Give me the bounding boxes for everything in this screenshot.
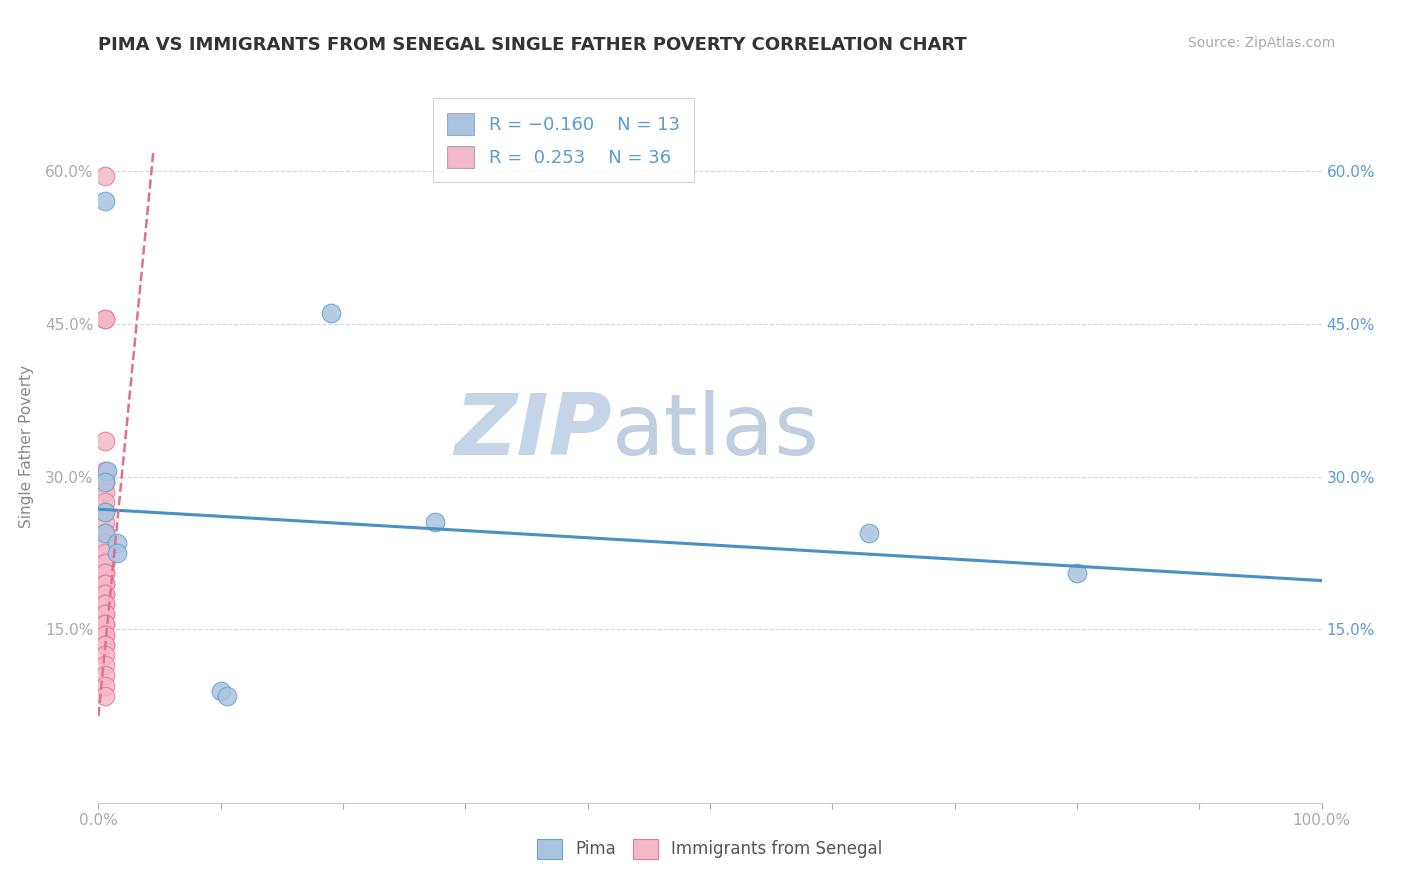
- Point: [93, 658, 115, 673]
- Point: [93, 505, 115, 519]
- Point: [93, 311, 115, 326]
- Point: [93, 587, 115, 601]
- Point: [93, 576, 115, 591]
- Point: [209, 683, 232, 698]
- Point: [1066, 566, 1088, 581]
- Point: [93, 617, 115, 632]
- Point: [105, 546, 128, 560]
- Point: [93, 668, 115, 682]
- Point: [93, 576, 115, 591]
- Point: [93, 627, 115, 641]
- Point: [93, 516, 115, 530]
- Point: [215, 689, 238, 703]
- Point: [93, 617, 115, 632]
- Text: Source: ZipAtlas.com: Source: ZipAtlas.com: [1188, 36, 1336, 50]
- Point: [93, 607, 115, 622]
- Point: [93, 566, 115, 581]
- Point: [105, 536, 128, 550]
- Point: [93, 495, 115, 509]
- Point: [93, 638, 115, 652]
- Point: [93, 597, 115, 611]
- Point: [93, 627, 115, 641]
- Point: [93, 679, 115, 693]
- Text: PIMA VS IMMIGRANTS FROM SENEGAL SINGLE FATHER POVERTY CORRELATION CHART: PIMA VS IMMIGRANTS FROM SENEGAL SINGLE F…: [98, 36, 967, 54]
- Point: [93, 525, 115, 540]
- Point: [93, 566, 115, 581]
- Point: [423, 516, 446, 530]
- Point: [93, 597, 115, 611]
- Point: [93, 169, 115, 183]
- Legend: Pima, Immigrants from Senegal: Pima, Immigrants from Senegal: [530, 832, 890, 866]
- Point: [93, 194, 115, 209]
- Point: [93, 607, 115, 622]
- Point: [93, 689, 115, 703]
- Point: [96, 465, 118, 479]
- Point: [858, 525, 880, 540]
- Point: [93, 465, 115, 479]
- Point: [93, 648, 115, 662]
- Point: [93, 638, 115, 652]
- Point: [93, 556, 115, 570]
- Point: [93, 546, 115, 560]
- Point: [93, 505, 115, 519]
- Point: [93, 484, 115, 499]
- Point: [93, 525, 115, 540]
- Point: [93, 311, 115, 326]
- Point: [319, 306, 342, 320]
- Point: [93, 475, 115, 489]
- Text: ZIP: ZIP: [454, 390, 612, 474]
- Text: atlas: atlas: [612, 390, 820, 474]
- Point: [93, 587, 115, 601]
- Point: [93, 434, 115, 448]
- Point: [93, 556, 115, 570]
- Point: [93, 536, 115, 550]
- Y-axis label: Single Father Poverty: Single Father Poverty: [18, 365, 34, 527]
- Point: [93, 475, 115, 489]
